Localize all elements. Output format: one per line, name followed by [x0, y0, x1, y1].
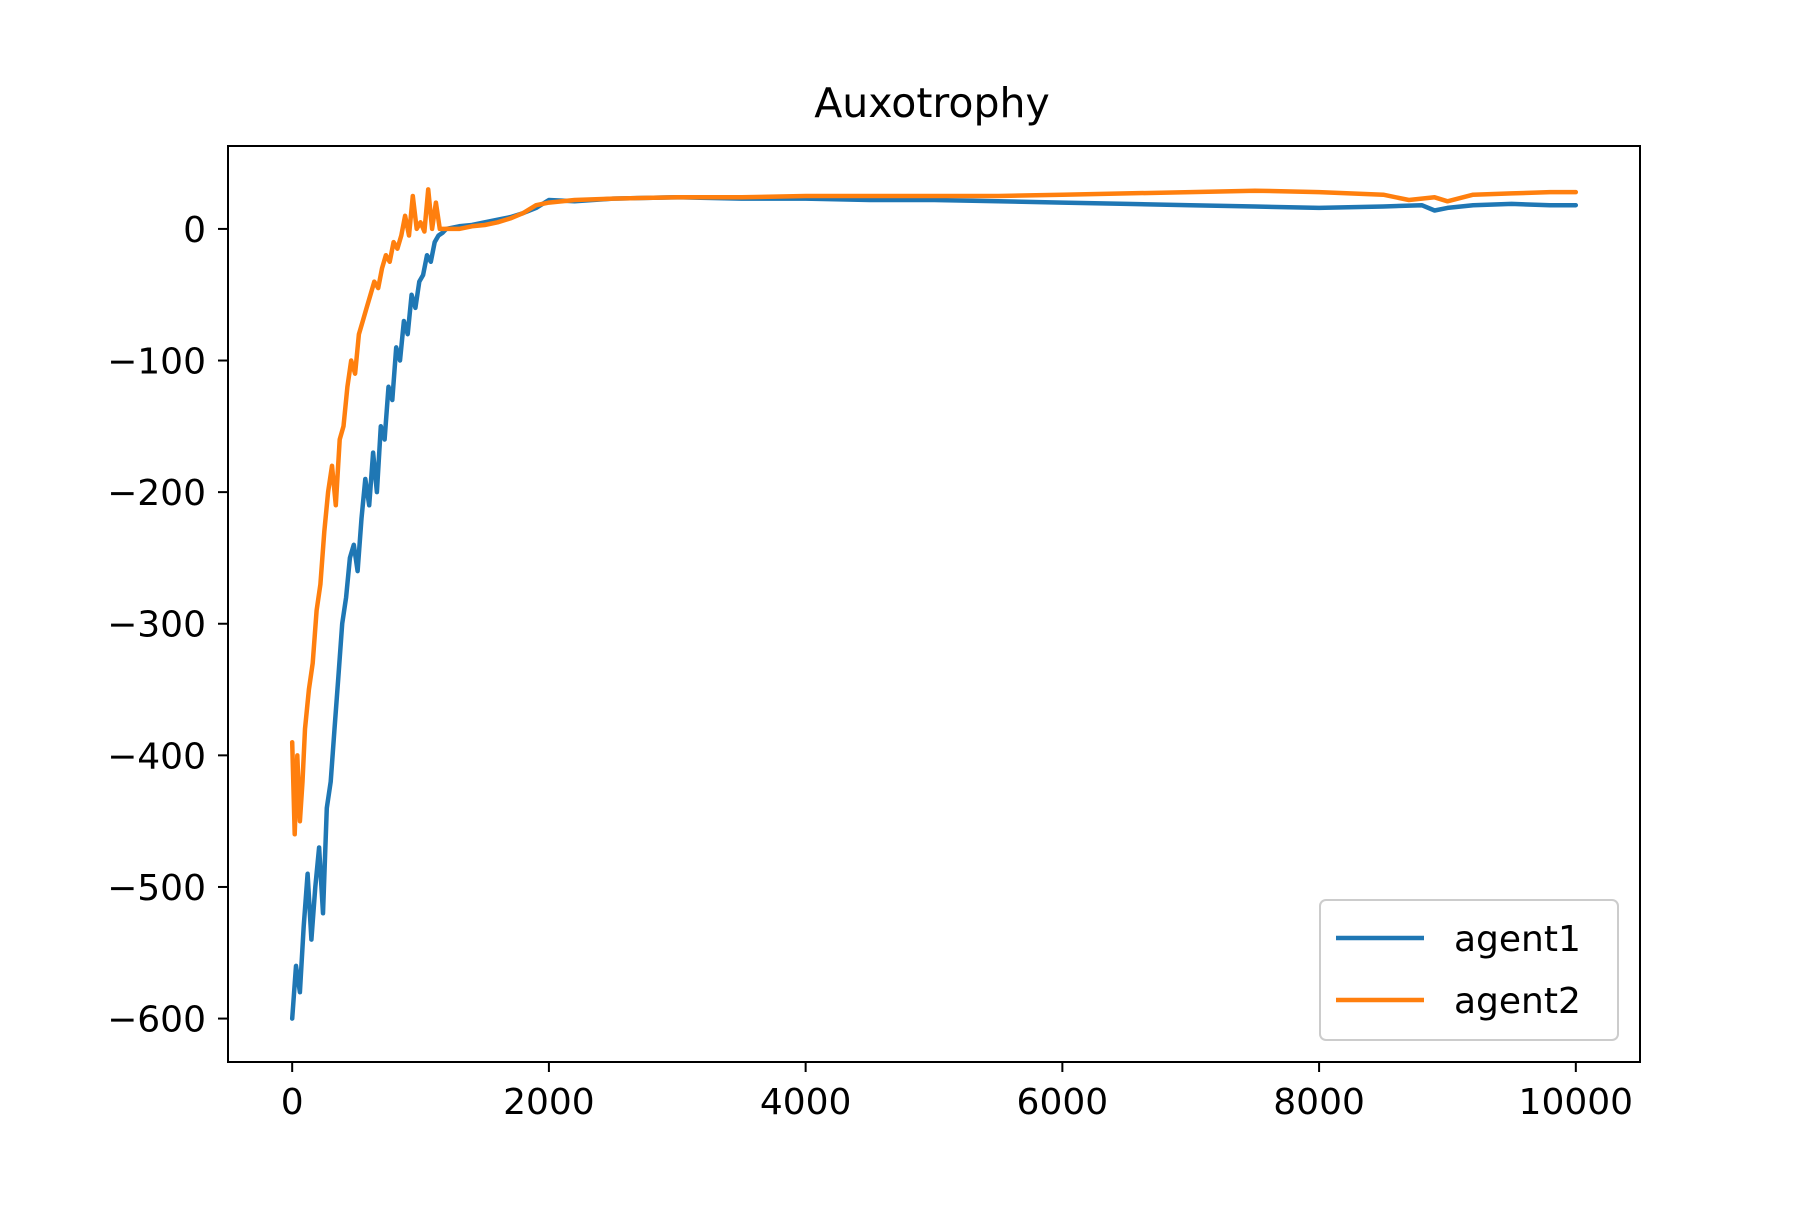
y-tick-label: −100 — [107, 342, 206, 383]
y-tick-label: −600 — [107, 1000, 206, 1041]
x-tick-label: 8000 — [1273, 1082, 1365, 1123]
axes-frame — [227, 145, 1641, 1063]
x-tick-label: 10000 — [1519, 1082, 1634, 1123]
y-tick-label: −300 — [107, 605, 206, 646]
x-tick-label: 0 — [281, 1082, 304, 1123]
series-line-agent2 — [289, 187, 1579, 837]
legend-label-agent1: agent1 — [1454, 919, 1581, 960]
plot-area — [289, 187, 1579, 1021]
series-line-agent1 — [289, 195, 1579, 1021]
legend: agent1 agent2 — [1319, 899, 1619, 1041]
y-tick-label: −500 — [107, 868, 206, 909]
chart-title: Auxotrophy — [814, 79, 1050, 127]
x-tick-label: 2000 — [503, 1082, 595, 1123]
axes: 0 2000 4000 6000 8000 10000 0 −100 −200 −300 −400 −… — [107, 145, 1641, 1123]
y-tick-label: −400 — [107, 736, 206, 777]
x-tick-label: 6000 — [1017, 1082, 1109, 1123]
y-tick-label: −200 — [107, 473, 206, 514]
legend-label-agent2: agent2 — [1454, 981, 1581, 1022]
legend-box — [1319, 899, 1619, 1041]
x-tick-label: 4000 — [760, 1082, 852, 1123]
y-tick-label: 0 — [183, 210, 206, 251]
